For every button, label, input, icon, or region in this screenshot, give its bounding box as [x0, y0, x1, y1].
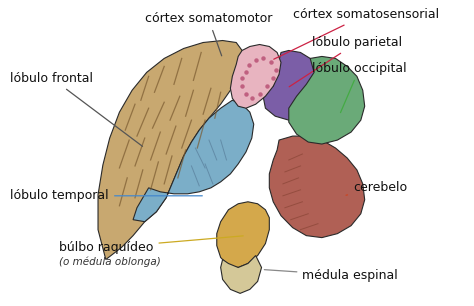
Text: lóbulo occipital: lóbulo occipital — [312, 62, 407, 113]
Text: (o médula oblonga): (o médula oblonga) — [59, 256, 161, 267]
Text: córtex somatomotor: córtex somatomotor — [145, 12, 272, 56]
Polygon shape — [133, 100, 254, 222]
Polygon shape — [98, 40, 242, 259]
Polygon shape — [264, 50, 322, 120]
Text: búlbo raquídeo: búlbo raquídeo — [59, 236, 243, 254]
Polygon shape — [221, 256, 262, 293]
Text: cerebelo: cerebelo — [346, 181, 407, 195]
Polygon shape — [217, 202, 269, 267]
Text: córtex somatosensorial: córtex somatosensorial — [274, 8, 439, 59]
Text: médula espinal: médula espinal — [264, 269, 398, 282]
Polygon shape — [230, 44, 281, 108]
Polygon shape — [289, 56, 365, 144]
Text: lóbulo temporal: lóbulo temporal — [10, 189, 202, 202]
Text: lóbulo frontal: lóbulo frontal — [10, 72, 143, 146]
Text: lóbulo parietal: lóbulo parietal — [289, 36, 402, 87]
Polygon shape — [269, 136, 365, 238]
